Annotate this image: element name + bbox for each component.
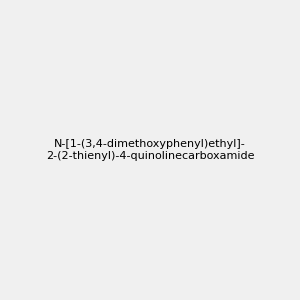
Text: N-[1-(3,4-dimethoxyphenyl)ethyl]-
2-(2-thienyl)-4-quinolinecarboxamide: N-[1-(3,4-dimethoxyphenyl)ethyl]- 2-(2-t… <box>46 139 254 161</box>
